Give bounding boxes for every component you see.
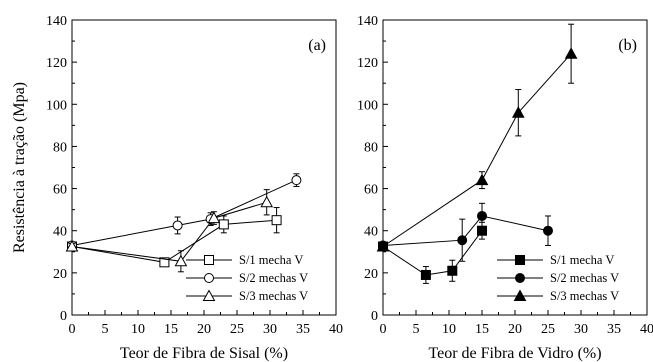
square-marker [420, 269, 431, 280]
x-tick-label: 10 [131, 322, 145, 337]
square-marker [204, 255, 214, 265]
circle-marker [457, 235, 468, 246]
y-tick-label: 80 [53, 140, 67, 155]
circle-marker [477, 210, 487, 221]
legend-label: S/3 mechas V [550, 289, 619, 303]
square-marker [447, 265, 458, 276]
legend-label: S/2 mechas V [239, 271, 308, 285]
legend: S/1 mecha V S/2 mechas V S/3 mechas V [186, 253, 308, 303]
x-tick-label: 10 [442, 322, 456, 337]
triangle-marker [207, 211, 221, 224]
series-line [382, 230, 483, 276]
circle-marker [172, 220, 183, 231]
series-line [71, 179, 297, 246]
triangle-marker [174, 254, 188, 267]
square-marker [515, 255, 525, 265]
y-tick-label: 140 [46, 14, 67, 29]
triangle-marker [564, 47, 578, 59]
series-line [382, 215, 549, 246]
series-3 [65, 189, 274, 273]
triangle-marker [376, 239, 390, 252]
square-marker [159, 257, 170, 268]
x-tick-label: 5 [102, 322, 109, 337]
triangle-marker [202, 289, 216, 301]
triangle-marker [475, 173, 489, 186]
x-tick-label: 15 [164, 322, 178, 337]
chart-panel-1: 0 5 10 15 20 25 30 35 40 0 20 40 60 80 100 120 140 Teor d… [11, 14, 343, 362]
series-line [382, 53, 572, 247]
x-tick-label: 30 [574, 322, 588, 337]
x-tick-label: 25 [541, 322, 555, 337]
series-line [71, 201, 267, 262]
y-tick-label: 140 [357, 14, 378, 29]
triangle-marker [513, 289, 527, 301]
panel-label: (a) [308, 37, 326, 54]
y-tick-label: 120 [357, 56, 378, 71]
x-tick-label: 40 [329, 322, 343, 337]
square-marker [271, 215, 282, 226]
y-tick-label: 40 [53, 225, 67, 240]
panel-label: (b) [618, 37, 637, 54]
circle-marker [515, 273, 525, 283]
x-tick-label: 20 [197, 322, 211, 337]
legend-label: S/3 mechas V [239, 289, 308, 303]
circle-marker [543, 225, 553, 236]
legend: S/1 mecha V S/2 mechas V S/3 mechas V [497, 253, 619, 303]
triangle-marker [511, 106, 525, 118]
x-tick-label: 15 [475, 322, 489, 337]
circle-marker [204, 273, 214, 283]
triangle-marker [65, 239, 79, 252]
x-tick-label: 0 [380, 322, 387, 337]
x-axis-title: Teor de Fibra de Sisal (%) [120, 345, 288, 362]
legend-label: S/2 mechas V [550, 271, 619, 285]
triangle-marker [260, 195, 274, 208]
x-tick-label: 35 [607, 322, 621, 337]
y-tick-label: 100 [46, 98, 67, 113]
series-2 [67, 173, 302, 251]
y-tick-label: 100 [357, 98, 378, 113]
series-3 [376, 23, 578, 252]
x-axis-title: Teor de Fibra de Vidro (%) [428, 345, 601, 362]
y-tick-label: 20 [364, 267, 378, 282]
circle-marker [291, 175, 302, 186]
y-tick-label: 80 [364, 140, 378, 155]
series-1 [378, 221, 487, 284]
x-tick-label: 35 [296, 322, 310, 337]
x-tick-label: 0 [69, 322, 76, 337]
y-tick-label: 0 [60, 309, 67, 324]
y-tick-label: 20 [53, 267, 67, 282]
square-marker [218, 219, 229, 230]
y-tick-label: 0 [371, 309, 378, 324]
x-tick-label: 30 [263, 322, 277, 337]
y-tick-label: 60 [53, 183, 67, 198]
legend-label: S/1 mecha V [239, 253, 303, 267]
y-tick-label: 40 [364, 225, 378, 240]
y-axis-title: Resistência à tração (Mpa) [11, 82, 28, 253]
y-tick-label: 60 [364, 183, 378, 198]
x-tick-label: 40 [640, 322, 653, 337]
y-tick-label: 120 [46, 56, 67, 71]
x-tick-label: 5 [413, 322, 420, 337]
chart-panel-2: 0 5 10 15 20 25 30 35 40 0 20 40 60 80 100 120 140 Teor d… [357, 14, 653, 362]
x-tick-label: 20 [508, 322, 522, 337]
x-tick-label: 25 [230, 322, 244, 337]
legend-label: S/1 mecha V [550, 253, 614, 267]
